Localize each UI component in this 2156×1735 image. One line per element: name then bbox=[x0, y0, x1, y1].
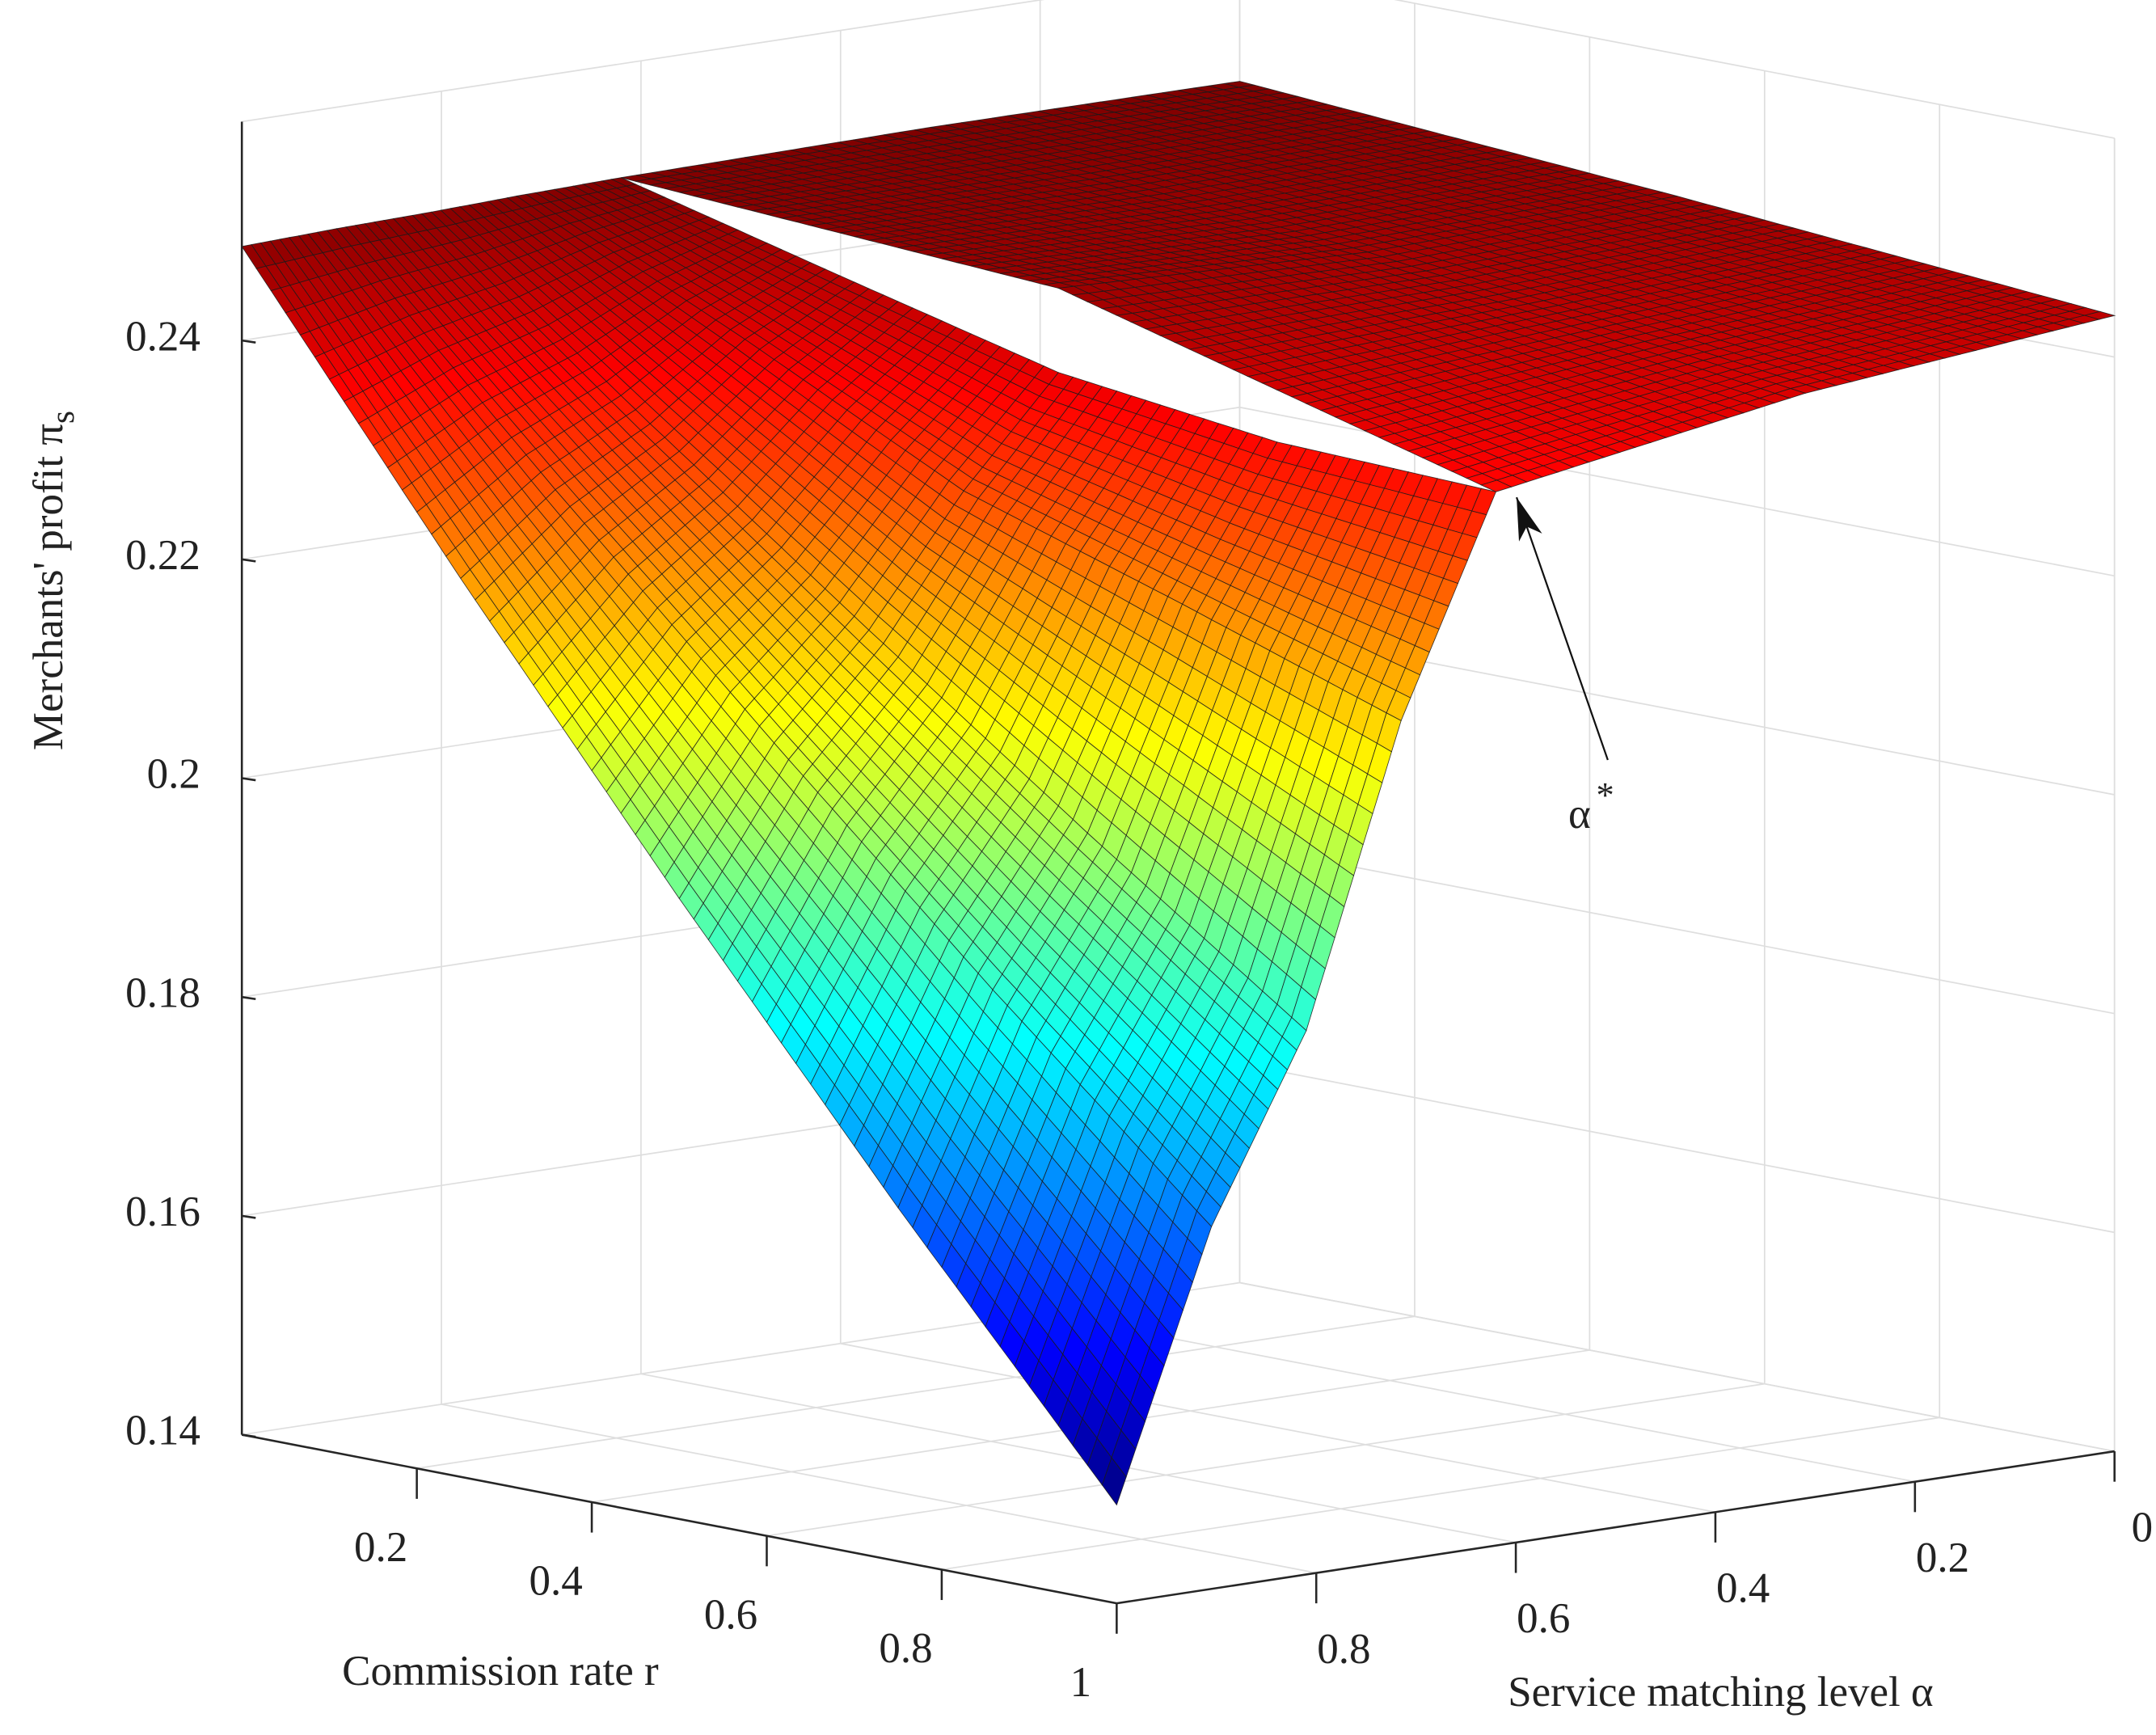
grid-line bbox=[416, 1315, 1416, 1470]
box-edge bbox=[242, 0, 1045, 123]
grid-line bbox=[441, 1404, 1317, 1574]
annotation-superscript: * bbox=[1597, 775, 1614, 815]
grid-line bbox=[840, 1342, 1716, 1513]
z-axis-label-main: Merchants' profit π bbox=[25, 424, 72, 750]
annotation-symbol: α bbox=[1568, 791, 1591, 838]
box-edge bbox=[1394, 0, 2115, 139]
y-tick-label: 0.2 bbox=[1916, 1534, 1969, 1581]
x-tick-label: 0.8 bbox=[879, 1625, 932, 1672]
grid-line bbox=[640, 1373, 1517, 1543]
y-tick-label: 0.4 bbox=[1716, 1565, 1770, 1612]
grid-line bbox=[1239, 1281, 2115, 1452]
x-tick-label: 0.2 bbox=[354, 1524, 407, 1571]
x-tick-label: 0.4 bbox=[529, 1558, 582, 1605]
grid-line bbox=[1239, 844, 2115, 1015]
plot-area: 0.14 0.16 0.18 0.2 0.22 0.24 0.2 0.4 0.6 0.8 1 0 0.2… bbox=[25, 0, 2153, 1716]
z-tick-label: 0.2 bbox=[147, 751, 200, 798]
surfaces bbox=[241, 81, 2116, 1506]
x-axis-label: Commission rate r bbox=[342, 1648, 659, 1695]
y-tick-label: 0.8 bbox=[1317, 1626, 1370, 1673]
y-tick-label: 0 bbox=[2132, 1504, 2154, 1551]
grid-line bbox=[1040, 1312, 1915, 1483]
z-tick-label: 0.22 bbox=[125, 532, 200, 579]
grid-line bbox=[941, 1416, 1940, 1571]
z-axis-label-subscript: s bbox=[44, 411, 81, 424]
y-tick-label: 0.6 bbox=[1517, 1595, 1570, 1642]
z-tick-label: 0.14 bbox=[125, 1408, 200, 1454]
x-tick-label: 1 bbox=[1070, 1659, 1092, 1706]
z-tick-label: 0.16 bbox=[125, 1188, 200, 1235]
z-tick-label: 0.18 bbox=[125, 969, 200, 1016]
z-tick-label: 0.24 bbox=[125, 313, 200, 360]
y-axis-label: Service matching level α bbox=[1508, 1669, 1934, 1716]
grid-line bbox=[1239, 1062, 2115, 1234]
grid-line bbox=[766, 1383, 1765, 1537]
x-tick-label: 0.6 bbox=[704, 1591, 757, 1638]
